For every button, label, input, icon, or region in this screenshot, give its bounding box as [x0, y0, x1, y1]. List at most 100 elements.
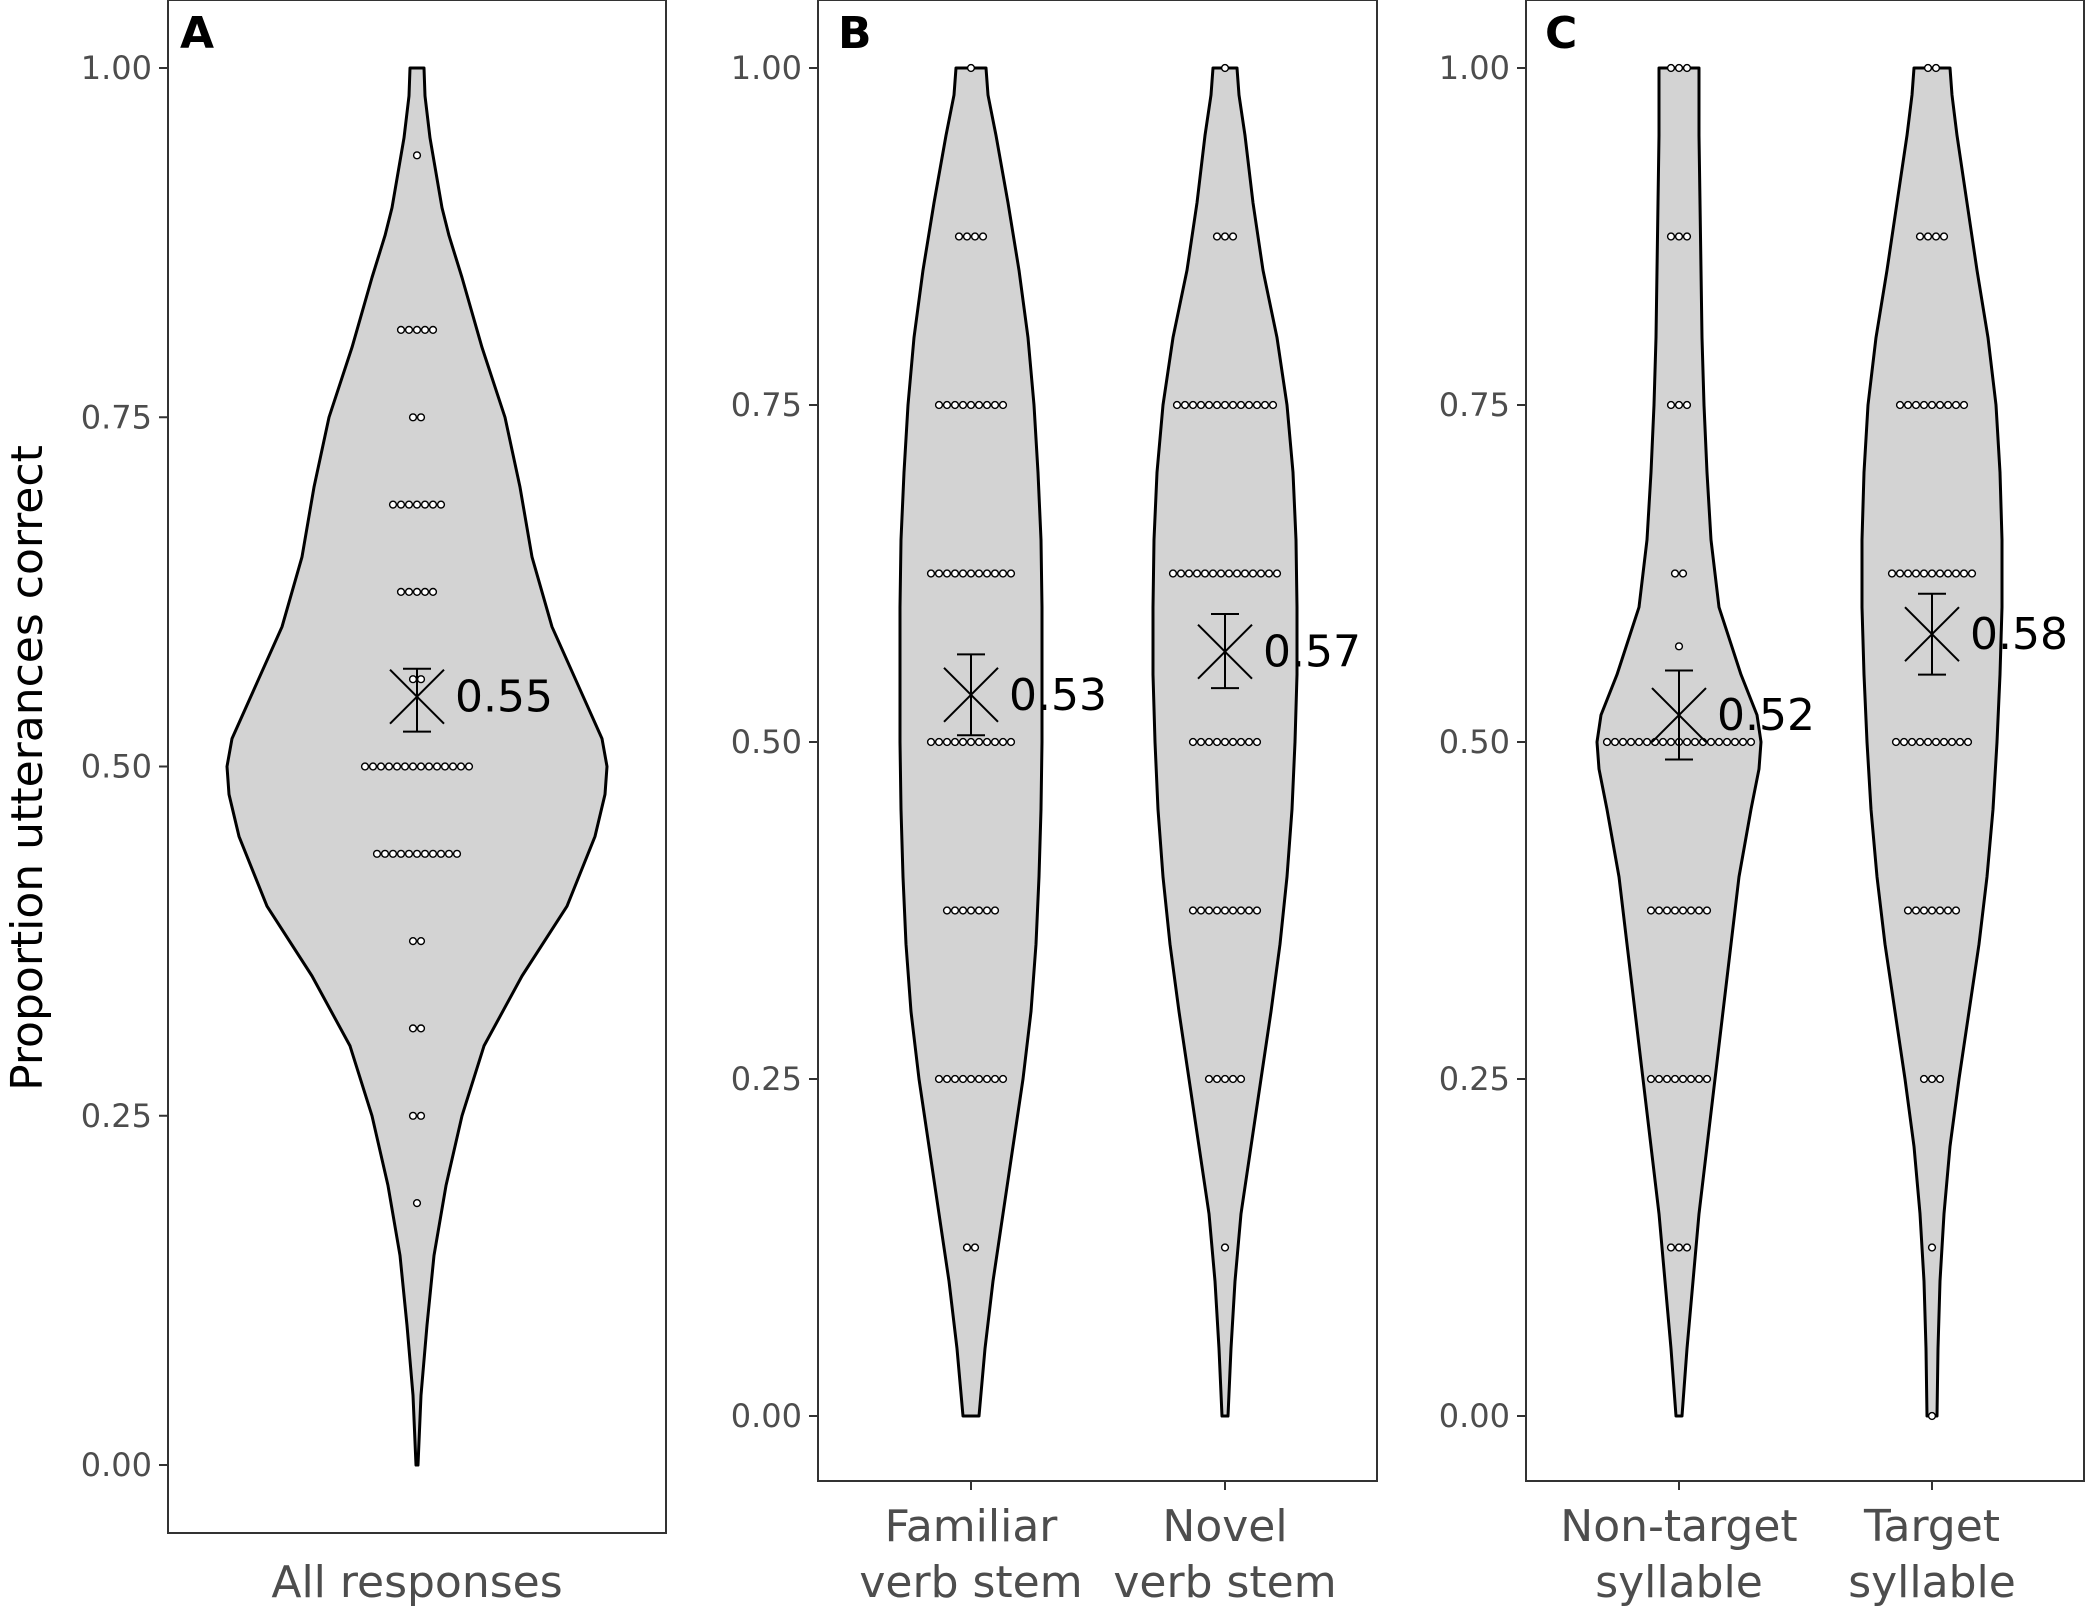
- data-point: [1923, 232, 1933, 241]
- data-point: [1674, 642, 1684, 651]
- data-point: [1646, 1074, 1656, 1084]
- data-point: [982, 569, 992, 578]
- data-point: [1654, 1074, 1664, 1084]
- panel-b-category-1-line-2: verb stem: [859, 1557, 1082, 1608]
- data-point: [1602, 737, 1612, 747]
- data-point: [950, 737, 960, 747]
- data-point: [448, 762, 458, 771]
- data-point: [1686, 1074, 1696, 1084]
- data-point: [1642, 737, 1652, 747]
- data-point: [958, 400, 968, 410]
- data-point: [1192, 569, 1202, 578]
- data-point: [1919, 569, 1929, 578]
- panel-b: B 0.000.250.500.751.000.530.57 Familiar …: [731, 0, 1378, 1608]
- data-point: [1006, 569, 1016, 578]
- data-point: [416, 413, 426, 422]
- data-point: [416, 936, 426, 946]
- data-point: [436, 500, 446, 509]
- data-point: [396, 500, 406, 509]
- data-point: [942, 1074, 952, 1084]
- data-point: [432, 762, 442, 771]
- data-point: [1927, 400, 1937, 410]
- data-point: [1943, 400, 1953, 410]
- panel-c-category-1-line-1: Non-target: [1560, 1501, 1797, 1552]
- panel-c-category-2-line-2: syllable: [1848, 1557, 2016, 1608]
- data-point: [998, 737, 1008, 747]
- data-point: [1220, 1243, 1230, 1252]
- data-point: [1176, 569, 1186, 578]
- data-point: [396, 849, 406, 858]
- data-point: [1939, 737, 1949, 747]
- data-point: [1634, 737, 1644, 747]
- data-point: [934, 400, 944, 410]
- data-point: [1702, 906, 1712, 915]
- data-point: [942, 906, 952, 915]
- data-point: [954, 232, 964, 241]
- data-point: [974, 400, 984, 410]
- data-point: [966, 569, 976, 578]
- data-point: [1746, 737, 1756, 747]
- data-point: [1244, 400, 1254, 410]
- data-point: [1967, 569, 1977, 578]
- data-point: [1931, 737, 1941, 747]
- data-point: [1220, 1074, 1230, 1084]
- data-point: [412, 587, 422, 597]
- panel-b-category-2-line-2: verb stem: [1113, 1557, 1336, 1608]
- data-point: [942, 400, 952, 410]
- data-point: [1694, 1074, 1704, 1084]
- data-point: [1232, 569, 1242, 578]
- data-point: [1915, 232, 1925, 241]
- data-point: [1236, 1074, 1246, 1084]
- data-point: [1674, 400, 1684, 410]
- data-point: [412, 1198, 422, 1208]
- data-point: [958, 906, 968, 915]
- data-point: [368, 762, 378, 771]
- data-point: [1907, 737, 1917, 747]
- data-point: [400, 762, 410, 771]
- data-point: [990, 400, 1000, 410]
- data-point: [412, 325, 422, 335]
- panel-b-mean-label-0: 0.53: [1009, 670, 1107, 721]
- data-point: [1666, 1243, 1676, 1252]
- data-point: [420, 500, 430, 509]
- data-point: [990, 1074, 1000, 1084]
- data-point: [1927, 569, 1937, 578]
- data-point: [1694, 906, 1704, 915]
- data-point: [1939, 232, 1949, 241]
- data-point: [974, 906, 984, 915]
- panel-c-ytick-label-4: 1.00: [1439, 49, 1510, 87]
- y-axis-label: Proportion utterances correct: [2, 445, 53, 1091]
- data-point: [1666, 232, 1676, 241]
- data-point: [1256, 569, 1266, 578]
- panel-b-ytick-label-0: 0.00: [731, 1397, 802, 1435]
- panel-c-plot: 0.00 0.25 0.50 0.75 1.00 0.52 0.58: [1439, 49, 2068, 1490]
- data-point: [428, 587, 438, 597]
- data-point: [974, 1074, 984, 1084]
- panel-a-mean-label-0: 0.55: [455, 672, 553, 723]
- data-point: [424, 762, 434, 771]
- data-point: [1674, 1243, 1684, 1252]
- data-point: [1686, 906, 1696, 915]
- data-point: [420, 849, 430, 858]
- data-point: [1244, 906, 1254, 915]
- data-point: [934, 569, 944, 578]
- data-point: [1678, 1074, 1688, 1084]
- data-point: [1184, 569, 1194, 578]
- data-point: [444, 849, 454, 858]
- data-point: [962, 232, 972, 241]
- panel-b-border: [817, 0, 1378, 1482]
- data-point: [1618, 737, 1628, 747]
- panel-c-ytick-label-0: 0.00: [1439, 1397, 1510, 1435]
- data-point: [1682, 1243, 1692, 1252]
- data-point: [1915, 737, 1925, 747]
- data-point: [1935, 906, 1945, 915]
- data-point: [974, 569, 984, 578]
- data-point: [436, 849, 446, 858]
- data-point: [1951, 569, 1961, 578]
- data-point: [1947, 737, 1957, 747]
- data-point: [990, 737, 1000, 747]
- data-point: [1224, 569, 1234, 578]
- data-point: [452, 849, 462, 858]
- data-point: [1959, 569, 1969, 578]
- panel-a: A 0.00 0.25 0.50 0.75 1.00 0.55 All responses: [81, 0, 667, 1608]
